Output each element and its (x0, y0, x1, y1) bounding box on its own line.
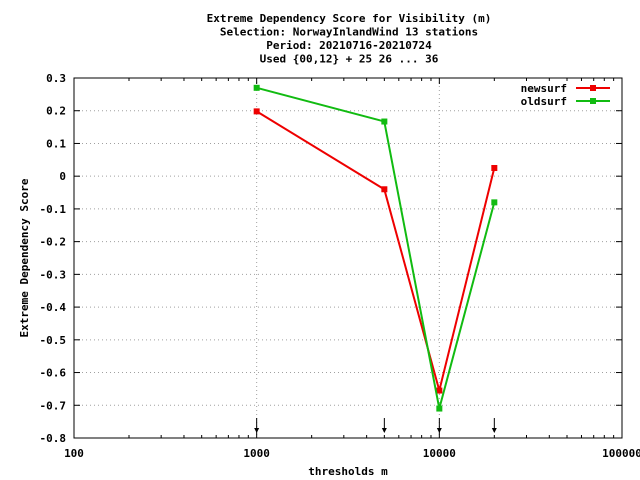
legend-label: oldsurf (521, 95, 567, 108)
series-lines (253, 84, 498, 412)
y-tick-label: -0.6 (40, 367, 67, 380)
y-tick-label: 0.3 (46, 72, 66, 85)
y-axis-ticks: 0.3 0.2 0.1 0 -0.1 -0.2 -0.3 -0.4 -0.5 -0.6 -0.7 -0… (40, 72, 622, 445)
legend-marker (590, 85, 596, 91)
data-point-oldsurf (253, 84, 260, 91)
y-tick-label: -0.7 (40, 399, 67, 412)
chart-title: Extreme Dependency Score for Visibility … (207, 12, 492, 66)
series-line-oldsurf (256, 86, 496, 409)
plot-frame (73, 77, 623, 439)
x-axis-ticks: 100 1000 10000 100000 (64, 78, 640, 460)
y-tick-label: -0.1 (40, 203, 67, 216)
y-tick-label: -0.2 (40, 236, 67, 249)
x-axis-label: thresholds m (308, 465, 388, 478)
y-tick-label: 0.2 (46, 105, 66, 118)
data-point-newsurf (436, 387, 443, 394)
title-line: Used {00,12} + 25 26 ... 36 (260, 53, 439, 66)
title-line: Selection: NorwayInlandWind 13 stations (220, 26, 478, 39)
y-tick-label: 0 (59, 170, 66, 183)
title-line: Extreme Dependency Score for Visibility … (207, 12, 492, 25)
x-tick-label: 100 (64, 447, 84, 460)
threshold-markers (254, 418, 497, 433)
data-point-oldsurf (436, 405, 443, 412)
x-tick-label: 1000 (243, 447, 270, 460)
threshold-arrowhead (491, 428, 497, 433)
title-line: Period: 20210716-20210724 (266, 39, 432, 52)
data-point-newsurf (381, 186, 388, 193)
legend-label: newsurf (521, 82, 567, 95)
data-point-newsurf (491, 165, 498, 171)
data-point-newsurf (253, 108, 260, 115)
data-point-oldsurf (491, 199, 498, 206)
y-tick-label: -0.3 (40, 268, 67, 281)
threshold-arrowhead (381, 428, 387, 433)
series-line-newsurf (256, 110, 496, 395)
threshold-arrowhead (254, 428, 260, 433)
y-tick-label: -0.8 (40, 432, 67, 445)
y-tick-label: 0.1 (46, 137, 66, 150)
y-axis-label: Extreme Dependency Score (18, 178, 31, 337)
x-tick-label: 100000 (602, 447, 640, 460)
y-tick-label: -0.5 (40, 334, 67, 347)
y-tick-label: -0.4 (40, 301, 67, 314)
grid-lines (74, 78, 622, 438)
threshold-arrowhead (436, 428, 442, 433)
data-point-oldsurf (381, 118, 388, 125)
x-tick-label: 10000 (423, 447, 456, 460)
legend-marker (590, 98, 596, 104)
